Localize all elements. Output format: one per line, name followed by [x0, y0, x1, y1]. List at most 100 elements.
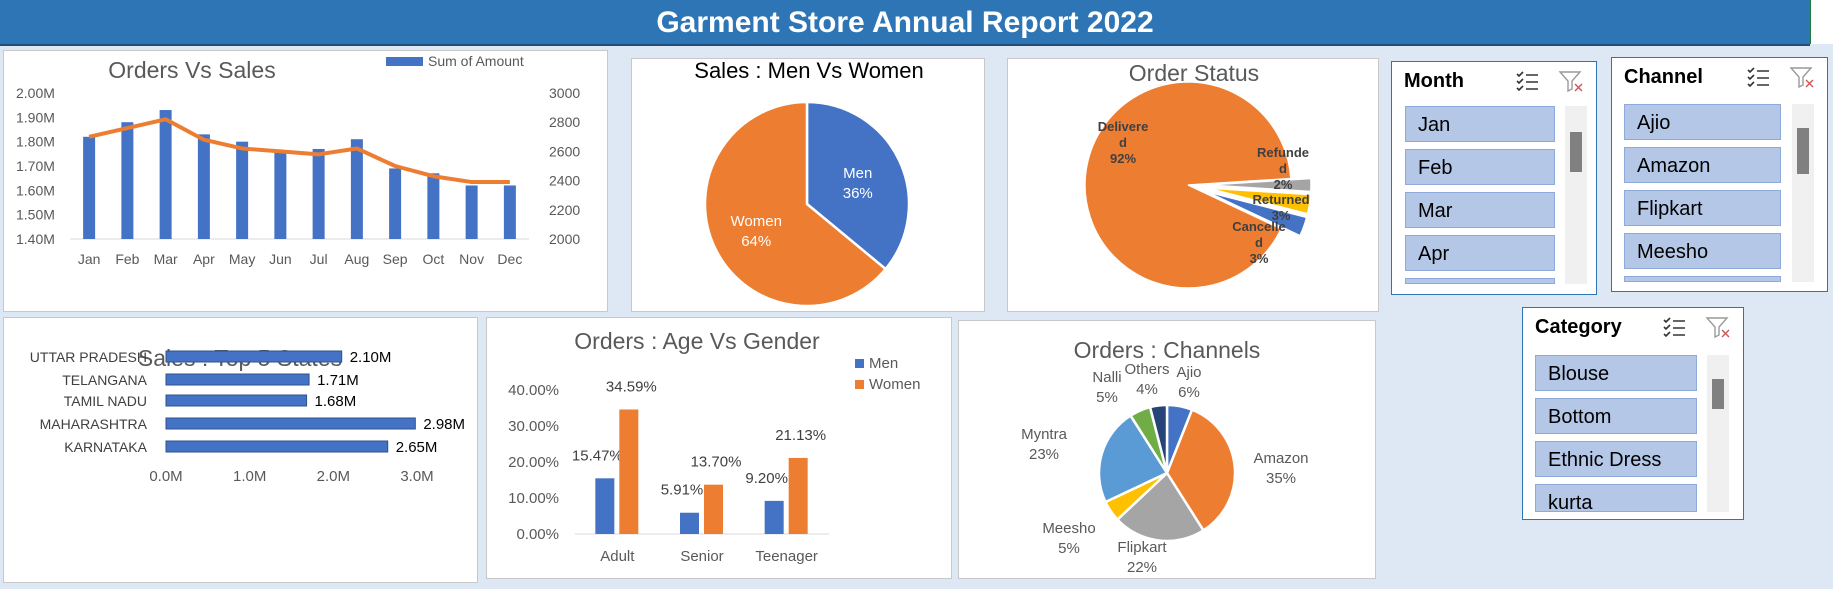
- clear-filter-icon[interactable]: [1558, 68, 1584, 94]
- orders-line: [88, 117, 510, 185]
- category-scrollbar[interactable]: [1707, 355, 1729, 512]
- channel-item-more[interactable]: [1624, 276, 1781, 282]
- month-item-feb[interactable]: Feb: [1405, 149, 1555, 185]
- y2-tick-label: 2800: [549, 114, 580, 130]
- y2-tick-label: 3000: [549, 85, 580, 101]
- data-label-teenager-women: 21.13%: [775, 427, 826, 444]
- top-states-chart: Sales : Top 5 StatesUTTAR PRADESH2.10MTE…: [30, 345, 465, 485]
- y-tick-label: 1.50M: [16, 207, 55, 223]
- age-vs-gender-chart: Orders : Age Vs Gender 0.00% 10.00% 20.00% 3…: [508, 328, 920, 565]
- x-tick-label-mar: Mar: [154, 251, 178, 267]
- slice-men: [805, 100, 911, 271]
- chart-title: Orders : Channels: [1074, 337, 1261, 363]
- orders-vs-sales-panel[interactable]: Orders Vs Sales Sum of Amount 1.40M 1.50M 1.…: [3, 50, 608, 312]
- y-tick-label: 1.90M: [16, 109, 55, 125]
- month-scrollbar[interactable]: [1565, 106, 1587, 284]
- channel-slicer[interactable]: Channel Ajio Amazon Flipkart Meesho: [1611, 57, 1828, 292]
- month-item-apr[interactable]: Apr: [1405, 235, 1555, 271]
- x-tick-label: 3.0M: [400, 468, 433, 485]
- data-label-telangana: 1.71M: [317, 372, 359, 389]
- category-scroll-thumb[interactable]: [1712, 379, 1724, 409]
- x-tick-label-dec: Dec: [497, 251, 522, 267]
- slice-name-delivere-d: Delivere d: [1098, 119, 1149, 150]
- category-item-kurta[interactable]: kurta: [1535, 484, 1697, 512]
- slice-label-nalli: 5%: [1096, 389, 1118, 406]
- bar-maharashtra: [165, 417, 416, 430]
- clear-filter-icon[interactable]: [1789, 64, 1815, 90]
- bar-aug: [350, 139, 363, 239]
- slice-others: [1148, 403, 1169, 474]
- category-slicer[interactable]: Category Blouse Bottom Ethnic Dress kurt…: [1522, 307, 1744, 520]
- x-tick-label-feb: Feb: [115, 251, 139, 267]
- legend-label-women: Women: [869, 376, 920, 393]
- chart-title: Orders : Age Vs Gender: [574, 328, 820, 354]
- x-tick-label-jun: Jun: [269, 251, 292, 267]
- bar-teenager-women: [788, 457, 808, 534]
- bar-feb: [121, 122, 134, 239]
- channel-scroll-thumb[interactable]: [1797, 128, 1809, 174]
- x-tick-label-jan: Jan: [78, 251, 101, 267]
- y-tick-label: 20.00%: [508, 454, 559, 471]
- age-vs-gender-panel[interactable]: Orders : Age Vs Gender 0.00% 10.00% 20.00% 3…: [486, 317, 952, 579]
- legend-label-men: Men: [869, 355, 898, 372]
- month-scroll-thumb[interactable]: [1570, 132, 1582, 172]
- multi-select-icon[interactable]: [1661, 314, 1687, 340]
- category-label-uttar-pradesh: UTTAR PRADESH: [30, 349, 147, 365]
- order-status-panel[interactable]: Order Status Delivere d 92% Refunde d 2% Return…: [1007, 58, 1379, 312]
- month-slicer[interactable]: Month Jan Feb Mar Apr: [1391, 61, 1597, 295]
- data-label-adult-men: 15.47%: [572, 447, 623, 464]
- y-tick-label: 2.00M: [16, 85, 55, 101]
- channel-scrollbar[interactable]: [1792, 104, 1814, 282]
- channel-item-meesho[interactable]: Meesho: [1624, 233, 1781, 269]
- channel-item-ajio[interactable]: Ajio: [1624, 104, 1781, 140]
- slice-cancelle-d: [1206, 191, 1308, 237]
- category-item-ethnic-dress[interactable]: Ethnic Dress: [1535, 441, 1697, 477]
- slice-name-returned: Returned: [1252, 192, 1309, 207]
- men-vs-women-panel[interactable]: Sales : Men Vs Women Men 36% Women 64%: [631, 58, 985, 312]
- bar-sep: [389, 168, 402, 239]
- bar-adult-women: [619, 409, 639, 534]
- bar-jun: [274, 151, 287, 239]
- category-item-bottom[interactable]: Bottom: [1535, 398, 1697, 434]
- y-tick-label: 1.80M: [16, 134, 55, 150]
- channel-item-amazon[interactable]: Amazon: [1624, 147, 1781, 183]
- header-edge: [1810, 0, 1833, 44]
- slice-name-cancelle-d: Cancelle d: [1232, 219, 1285, 250]
- channel-item-flipkart[interactable]: Flipkart: [1624, 190, 1781, 226]
- legend-label-sum-of-amount: Sum of Amount: [428, 53, 524, 69]
- bar-apr: [197, 134, 210, 239]
- slice-label-amazon: 35%: [1266, 470, 1296, 487]
- multi-select-icon[interactable]: [1514, 68, 1540, 94]
- slice-label-meesho: 5%: [1058, 540, 1080, 557]
- month-item-more[interactable]: [1405, 278, 1555, 284]
- month-item-mar[interactable]: Mar: [1405, 192, 1555, 228]
- channels-panel[interactable]: Orders : Channels Ajio 6% Amazon 35% Flipkart…: [958, 320, 1376, 579]
- y-tick-label: 40.00%: [508, 382, 559, 399]
- x-tick-label: 0.0M: [149, 468, 182, 485]
- clear-filter-icon[interactable]: [1705, 314, 1731, 340]
- slice-label-cancelle-d: 3%: [1250, 251, 1269, 266]
- slice-label-flipkart: 22%: [1127, 559, 1157, 576]
- channel-slicer-title: Channel: [1624, 66, 1703, 88]
- slice-label-others: 4%: [1136, 381, 1158, 398]
- x-tick-label-may: May: [229, 251, 255, 267]
- data-label-tamil-nadu: 1.68M: [315, 393, 357, 410]
- legend-swatch-sum-of-amount: [386, 57, 423, 66]
- bar-uttar-pradesh: [165, 350, 343, 363]
- chart-title: Sales : Men Vs Women: [694, 59, 923, 83]
- bar-jan: [83, 136, 96, 239]
- slice-flipkart: [1115, 471, 1206, 543]
- category-label-tamil-nadu: TAMIL NADU: [64, 393, 147, 409]
- legend-swatch-men: [855, 359, 864, 368]
- top-states-panel[interactable]: Sales : Top 5 StatesUTTAR PRADESH2.10MTE…: [3, 317, 478, 583]
- x-tick-label-oct: Oct: [422, 251, 444, 267]
- slice-returned: [1207, 187, 1312, 215]
- category-item-blouse[interactable]: Blouse: [1535, 355, 1697, 391]
- slice-name-myntra: Myntra: [1021, 426, 1068, 443]
- slice-name-nalli: Nalli: [1092, 369, 1121, 386]
- x-tick-label-jul: Jul: [310, 251, 328, 267]
- data-label-maharashtra: 2.98M: [423, 416, 465, 433]
- month-item-jan[interactable]: Jan: [1405, 106, 1555, 142]
- bar-may: [236, 141, 249, 239]
- multi-select-icon[interactable]: [1745, 64, 1771, 90]
